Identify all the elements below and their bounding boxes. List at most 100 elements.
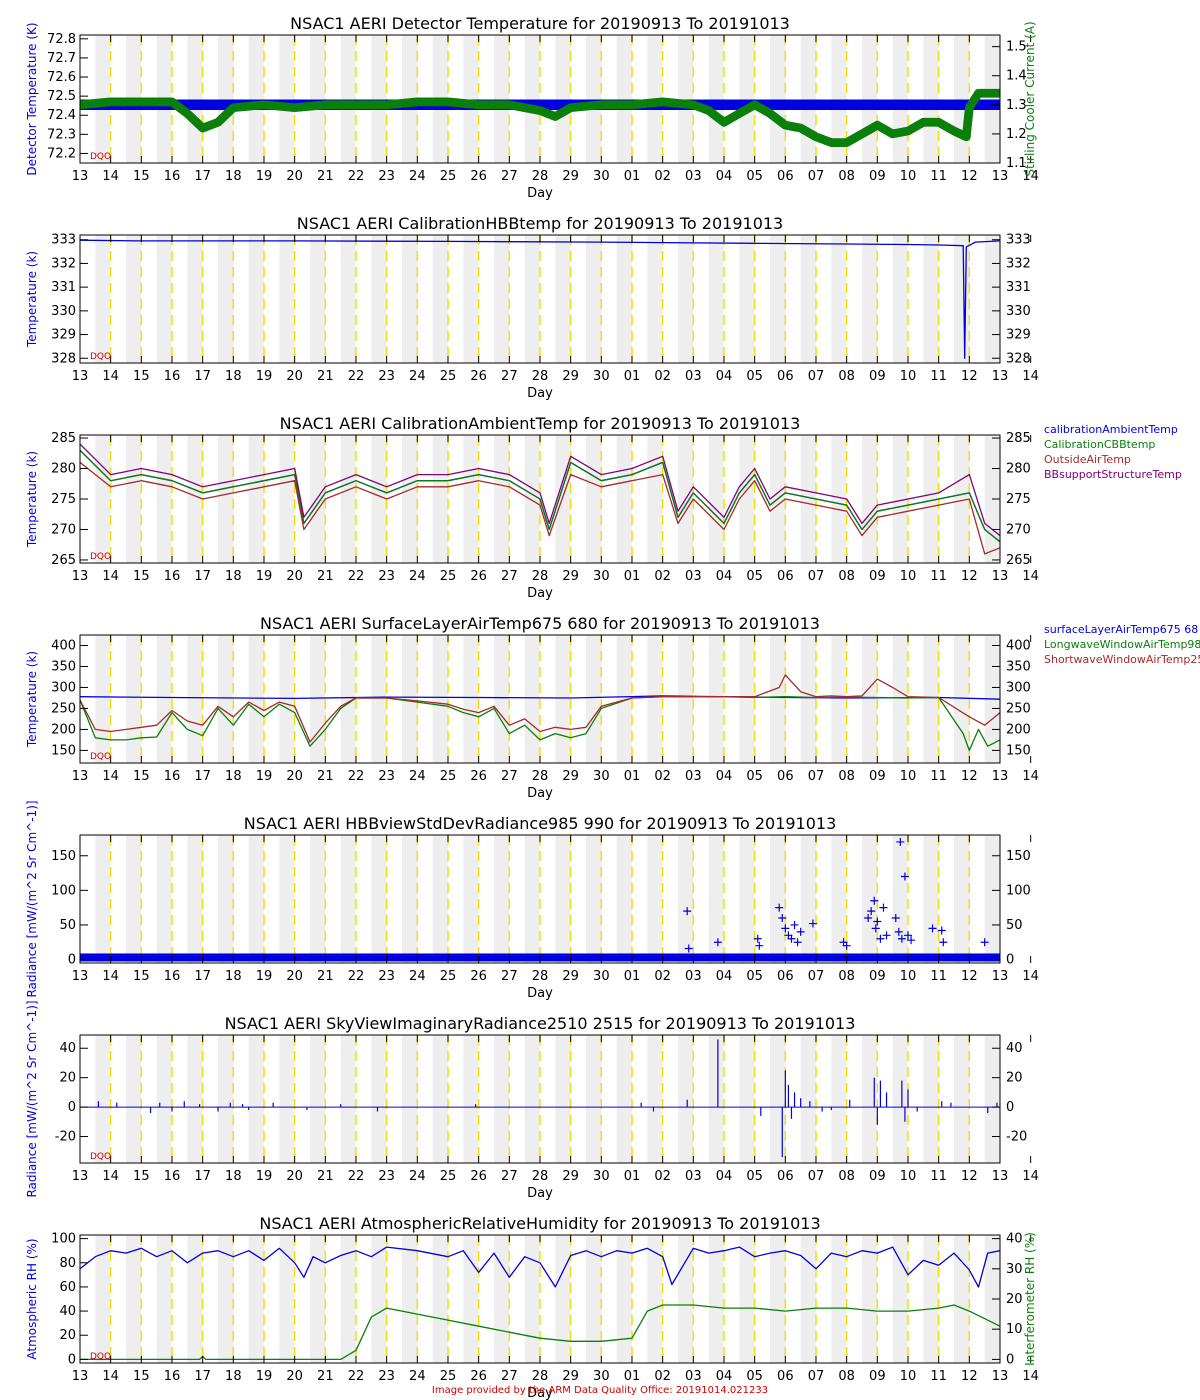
day-shade bbox=[678, 1035, 694, 1163]
chart-panel-4: NSAC1 AERI SurfaceLayerAirTemp675 680 fo… bbox=[25, 614, 1200, 801]
x-tick-label: 15 bbox=[133, 769, 150, 784]
day-shade bbox=[739, 1035, 755, 1163]
x-tick-label: 07 bbox=[808, 1369, 825, 1384]
day-shade bbox=[310, 35, 326, 163]
x-tick-label: 14 bbox=[102, 569, 119, 584]
x-tick-label: 17 bbox=[194, 169, 211, 184]
x-tick-label: 08 bbox=[838, 169, 855, 184]
data-point bbox=[796, 927, 805, 936]
day-shade bbox=[310, 435, 326, 563]
x-tick-label: 14 bbox=[1022, 369, 1039, 384]
y-tick-label: 331 bbox=[51, 280, 76, 295]
day-shade bbox=[156, 1235, 172, 1363]
x-tick-label: 25 bbox=[440, 169, 457, 184]
x-tick-label: 13 bbox=[72, 569, 89, 584]
y2-tick-label: 400 bbox=[1006, 638, 1031, 653]
x-tick-label: 22 bbox=[348, 969, 365, 984]
y-tick-label: 72.6 bbox=[47, 70, 76, 85]
day-shade bbox=[371, 35, 387, 163]
x-tick-label: 30 bbox=[593, 569, 610, 584]
chart-panel-3: NSAC1 AERI CalibrationAmbientTemp for 20… bbox=[25, 414, 1182, 601]
day-shade bbox=[463, 435, 479, 563]
y2-tick-label: 1.2 bbox=[1006, 127, 1027, 142]
x-tick-label: 17 bbox=[194, 1169, 211, 1184]
day-shade bbox=[862, 1035, 878, 1163]
x-tick-label: 11 bbox=[930, 1369, 947, 1384]
x-tick-label: 06 bbox=[777, 169, 794, 184]
day-shade bbox=[463, 35, 479, 163]
chart-title: NSAC1 AERI Detector Temperature for 2019… bbox=[290, 14, 790, 33]
x-tick-label: 01 bbox=[624, 769, 641, 784]
day-shade bbox=[616, 635, 632, 763]
y-tick-label: 72.4 bbox=[47, 108, 76, 123]
x-tick-label: 07 bbox=[808, 169, 825, 184]
x-tick-label: 08 bbox=[838, 1169, 855, 1184]
x-tick-label: 15 bbox=[133, 1369, 150, 1384]
x-tick-label: 30 bbox=[593, 369, 610, 384]
day-shade bbox=[923, 1235, 939, 1363]
series-line-3 bbox=[80, 461, 1000, 555]
data-point bbox=[928, 924, 937, 933]
x-tick-label: 21 bbox=[317, 369, 334, 384]
day-shade bbox=[371, 835, 387, 963]
y-tick-label: 0 bbox=[68, 953, 76, 968]
day-shade bbox=[984, 1035, 1000, 1163]
x-tick-label: 25 bbox=[440, 1169, 457, 1184]
y-tick-label: 285 bbox=[51, 431, 76, 446]
y-tick-label: 20 bbox=[59, 1328, 76, 1343]
x-tick-label: 24 bbox=[409, 369, 426, 384]
x-tick-label: 29 bbox=[562, 169, 579, 184]
y-tick-label: 150 bbox=[51, 849, 76, 864]
x-tick-label: 21 bbox=[317, 1169, 334, 1184]
day-shade bbox=[954, 435, 970, 563]
day-shade bbox=[586, 635, 602, 763]
day-shade bbox=[923, 1035, 939, 1163]
day-shade bbox=[770, 1235, 786, 1363]
x-tick-label: 06 bbox=[777, 1169, 794, 1184]
day-shade bbox=[800, 635, 816, 763]
x-tick-label: 25 bbox=[440, 569, 457, 584]
plot-area bbox=[80, 88, 1000, 147]
y2-tick-label: 0 bbox=[1006, 953, 1014, 968]
x-tick-label: 27 bbox=[501, 169, 518, 184]
day-shade bbox=[156, 1035, 172, 1163]
x-tick-label: 27 bbox=[501, 569, 518, 584]
day-shade bbox=[892, 1035, 908, 1163]
y-tick-label: 40 bbox=[59, 1304, 76, 1319]
legend-entry: CalibrationCBBtemp bbox=[1044, 438, 1155, 451]
x-tick-label: 13 bbox=[992, 1369, 1009, 1384]
x-tick-label: 15 bbox=[133, 969, 150, 984]
x-tick-label: 22 bbox=[348, 769, 365, 784]
day-shade bbox=[340, 435, 356, 563]
day-shade bbox=[310, 1035, 326, 1163]
y-tick-label: 72.3 bbox=[47, 127, 76, 142]
day-shade bbox=[126, 1235, 142, 1363]
x-tick-label: 16 bbox=[164, 969, 181, 984]
day-shade bbox=[862, 435, 878, 563]
x-tick-label: 28 bbox=[532, 569, 549, 584]
day-shade bbox=[218, 1235, 234, 1363]
day-shade bbox=[126, 835, 142, 963]
day-shade bbox=[463, 1035, 479, 1163]
dqo-flag: DQO bbox=[90, 1352, 111, 1362]
day-shade bbox=[647, 235, 663, 363]
day-shade bbox=[800, 435, 816, 563]
x-tick-label: 16 bbox=[164, 169, 181, 184]
day-shade bbox=[892, 635, 908, 763]
x-tick-label: 02 bbox=[654, 369, 671, 384]
y-tick-label: 329 bbox=[51, 328, 76, 343]
day-shade bbox=[555, 1235, 571, 1363]
y-tick-label: 72.8 bbox=[47, 32, 76, 47]
x-axis-label: Day bbox=[527, 386, 553, 401]
x-tick-label: 19 bbox=[256, 169, 273, 184]
x-tick-label: 29 bbox=[562, 1169, 579, 1184]
x-tick-label: 06 bbox=[777, 369, 794, 384]
x-tick-label: 24 bbox=[409, 569, 426, 584]
x-tick-label: 04 bbox=[716, 969, 733, 984]
data-point bbox=[864, 914, 873, 923]
x-tick-label: 14 bbox=[1022, 1169, 1039, 1184]
y2-tick-label: 330 bbox=[1006, 304, 1031, 319]
day-shade bbox=[95, 635, 111, 763]
day-shade bbox=[739, 35, 755, 163]
